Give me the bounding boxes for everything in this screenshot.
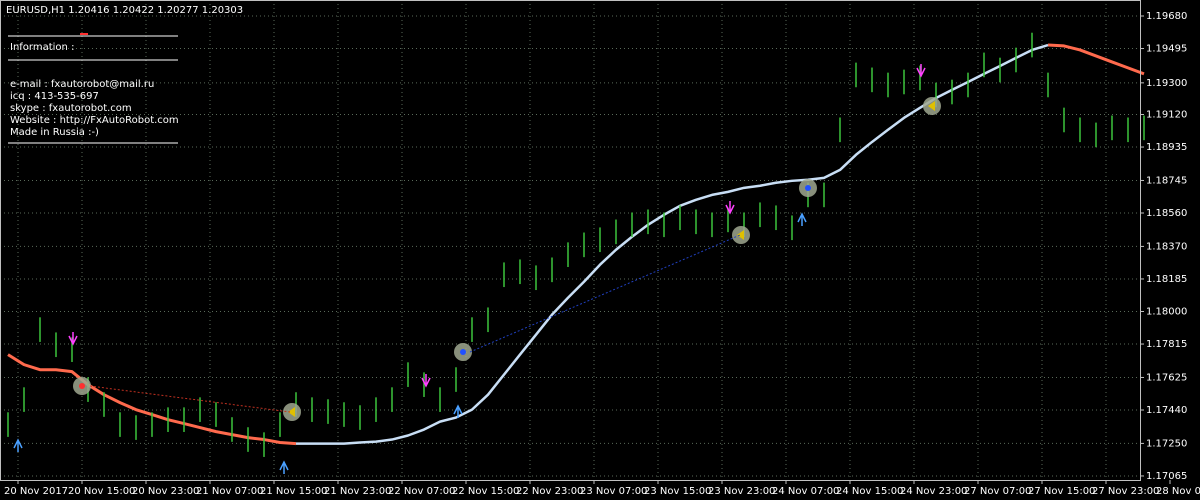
y-tick-label: 1.18560 [1146,208,1187,219]
y-tick-label: 1.17065 [1146,471,1187,482]
y-tick-label: 1.17625 [1146,372,1187,383]
info-line: e-mail : fxautorobot@mail.ru [10,79,154,90]
plot-frame [0,0,1141,481]
y-tick-label: 1.19120 [1146,110,1187,121]
x-tick-label: 27 Nov 07:00 [964,486,1031,497]
y-tick-label: 1.18935 [1146,142,1187,153]
indicator-line [296,43,1049,445]
x-tick-label: 20 Nov 15:00 [68,486,135,497]
x-tick-label: 20 Nov 23:00 [132,486,199,497]
y-tick-label: 1.19300 [1146,78,1187,89]
y-tick-label: 1.17250 [1146,438,1187,449]
y-tick-label: 1.17440 [1146,405,1187,416]
x-tick-label: 20 Nov 2017 [4,486,68,497]
chart-title: EURUSD,H1 1.20416 1.20422 1.20277 1.2030… [6,5,243,16]
y-tick-label: 1.18000 [1146,306,1187,317]
y-tick-label: 1.19680 [1146,11,1187,22]
x-tick-label: 27 Nov 15:00 [1028,486,1095,497]
y-tick-label: 1.18370 [1146,241,1187,252]
indicator-line [1047,43,1145,76]
y-tick-label: 1.17815 [1146,339,1187,350]
x-tick-label: 22 Nov 07:00 [388,486,455,497]
info-line: Made in Russia :-) [10,127,99,138]
x-tick-label: 23 Nov 15:00 [644,486,711,497]
signals [13,64,941,474]
x-tick-label: 21 Nov 23:00 [324,486,391,497]
x-tick-label: 24 Nov 23:00 [900,486,967,497]
info-heading: Information : [10,42,74,53]
y-tick-label: 1.18745 [1146,175,1187,186]
x-tick-label: 21 Nov 15:00 [260,486,327,497]
x-tick-label: 28 Nov 07 [1156,486,1200,497]
x-tick-label: 22 Nov 15:00 [452,486,519,497]
x-tick-label: 23 Nov 23:00 [708,486,775,497]
y-tick-label: 1.19495 [1146,44,1187,55]
info-line: skype : fxautorobot.com [10,103,132,114]
x-tick-label: 21 Nov 07:00 [196,486,263,497]
x-tick-label: 27 Nov 23:00 [1092,486,1159,497]
info-line: Website : http://FxAutoRobot.com [10,115,179,126]
x-tick-label: 24 Nov 15:00 [836,486,903,497]
info-panel: Information : e-mail : fxautorobot@mail.… [8,33,179,144]
x-tick-label: 24 Nov 07:00 [772,486,839,497]
x-tick-label: 22 Nov 23:00 [516,486,583,497]
y-tick-label: 1.18185 [1146,274,1187,285]
grid [0,0,1140,480]
x-tick-label: 23 Nov 07:00 [580,486,647,497]
info-line: icq : 413-535-697 [10,91,99,102]
